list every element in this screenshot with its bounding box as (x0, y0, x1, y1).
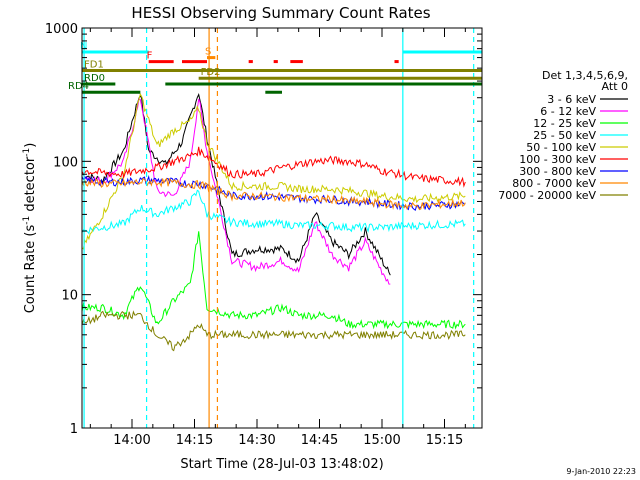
legend-header-1: Det 1,3,4,5,6,9, (542, 69, 628, 82)
y-tick-label: 1000 (45, 22, 78, 37)
vertical-lines-layer (83, 28, 475, 428)
series-line-2 (81, 231, 466, 330)
flag-label-6: RD4 (68, 81, 89, 92)
footer-date: 9-Jan-2010 22:23 (566, 467, 636, 476)
series-layer (81, 92, 466, 352)
series-line-7 (81, 177, 466, 211)
legend-header-2: Att 0 (602, 80, 628, 93)
flag-label-2: F (147, 51, 153, 62)
x-tick-label: 14:45 (301, 433, 338, 448)
flag-label-5: RD0 (84, 73, 105, 84)
flag-label-0: N (80, 41, 87, 52)
legend-label-7: 800 - 7000 keV (512, 177, 596, 190)
x-axis-ticks: 14:00 14:15 14:30 14:45 15:00 15:15 (89, 28, 466, 448)
legend-label-5: 100 - 300 keV (519, 153, 596, 166)
series-line-0 (81, 92, 391, 276)
series-line-3 (81, 189, 466, 235)
x-tick-label: 15:15 (426, 433, 463, 448)
legend-label-2: 12 - 25 keV (533, 117, 596, 130)
flag-label-4: FD2 (201, 67, 221, 78)
x-axis-label: Start Time (28-Jul-03 13:48:02) (180, 457, 383, 472)
legend-label-0: 3 - 6 keV (547, 93, 596, 106)
legend-label-4: 50 - 100 keV (526, 141, 596, 154)
legend-label-3: 25 - 50 keV (533, 129, 596, 142)
series-line-5 (81, 146, 466, 188)
y-tick-label: 100 (53, 155, 78, 170)
legend-label-8: 7000 - 20000 keV (498, 189, 596, 202)
series-line-8 (81, 310, 466, 352)
plot-frame (81, 27, 483, 429)
y-axis-ticks: 1 10 100 1000 (45, 22, 482, 437)
legend-label-6: 300 - 800 keV (519, 165, 596, 178)
series-line-4 (81, 92, 466, 250)
flag-label-1: S (205, 47, 211, 58)
chart-title: HESSI Observing Summary Count Rates (131, 4, 430, 22)
flag-label-3: FD1 (84, 60, 104, 71)
x-tick-label: 15:00 (363, 433, 400, 448)
series-line-1 (81, 98, 391, 285)
x-tick-label: 14:15 (176, 433, 213, 448)
legend-label-1: 6 - 12 keV (540, 105, 596, 118)
y-axis-label: Count Rate (s-1 detector-1) (22, 143, 38, 314)
x-tick-label: 14:00 (113, 433, 150, 448)
y-tick-label: 10 (61, 289, 78, 304)
x-tick-label: 14:30 (238, 433, 275, 448)
y-tick-label: 1 (70, 422, 78, 437)
